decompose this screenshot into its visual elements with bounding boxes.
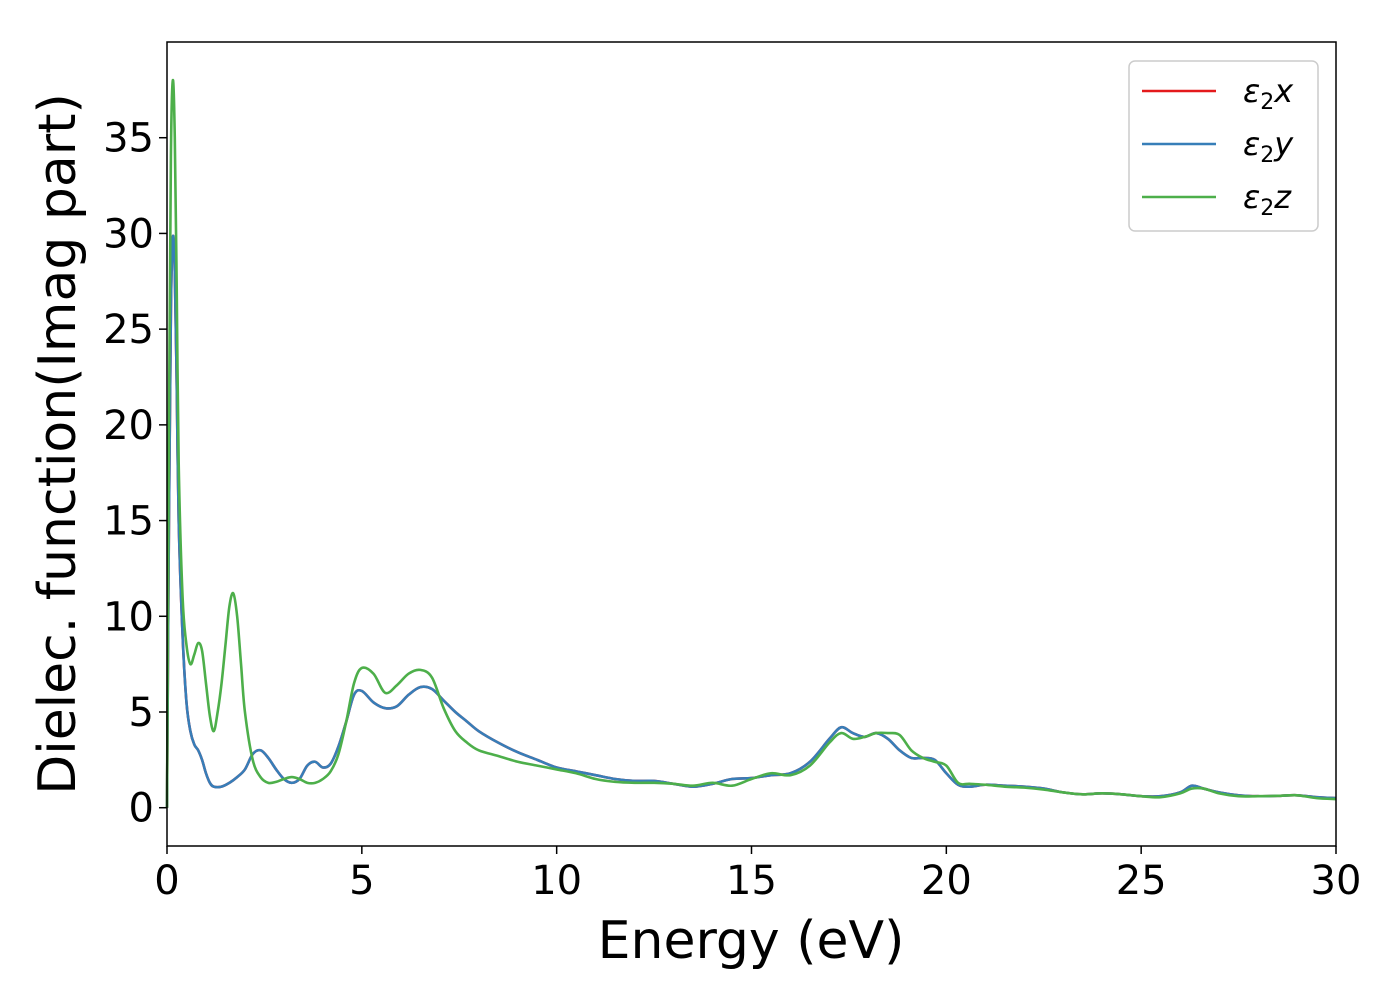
x-tick-label: 0 bbox=[154, 858, 179, 904]
x-axis-label: Energy (eV) bbox=[598, 911, 905, 971]
x-tick-label: 20 bbox=[921, 858, 972, 904]
x-tick-label: 15 bbox=[726, 858, 777, 904]
y-tick-label: 25 bbox=[103, 307, 154, 353]
series-lines bbox=[165, 78, 1337, 808]
x-tick-label: 30 bbox=[1311, 858, 1362, 904]
x-tick-label: 5 bbox=[349, 858, 374, 904]
y-tick-label: 35 bbox=[103, 116, 154, 162]
y-tick-label: 10 bbox=[103, 594, 154, 640]
legend-label-2: ε2z bbox=[1243, 178, 1292, 221]
y-axis-label: Dielec. function(Imag part) bbox=[28, 93, 88, 795]
y-tick-label: 5 bbox=[129, 690, 154, 736]
y-tick-label: 20 bbox=[103, 403, 154, 449]
legend-label-1: ε2y bbox=[1243, 125, 1294, 168]
legend-label-0: ε2x bbox=[1243, 72, 1294, 115]
x-tick-label: 10 bbox=[531, 858, 582, 904]
series-line-1 bbox=[165, 234, 1337, 808]
y-axis-ticks: 0 5 10 15 20 25 30 35 bbox=[103, 116, 167, 832]
series-line-0 bbox=[165, 234, 1337, 808]
y-tick-label: 0 bbox=[129, 786, 154, 832]
x-tick-label: 25 bbox=[1116, 858, 1167, 904]
legend: ε2x ε2y ε2z bbox=[1128, 60, 1319, 232]
legend-box bbox=[1128, 60, 1319, 232]
series-line-2 bbox=[165, 78, 1337, 808]
y-tick-label: 15 bbox=[103, 499, 154, 545]
x-axis-ticks: 0 5 10 15 20 25 30 bbox=[154, 846, 1361, 904]
y-tick-label: 30 bbox=[103, 211, 154, 257]
